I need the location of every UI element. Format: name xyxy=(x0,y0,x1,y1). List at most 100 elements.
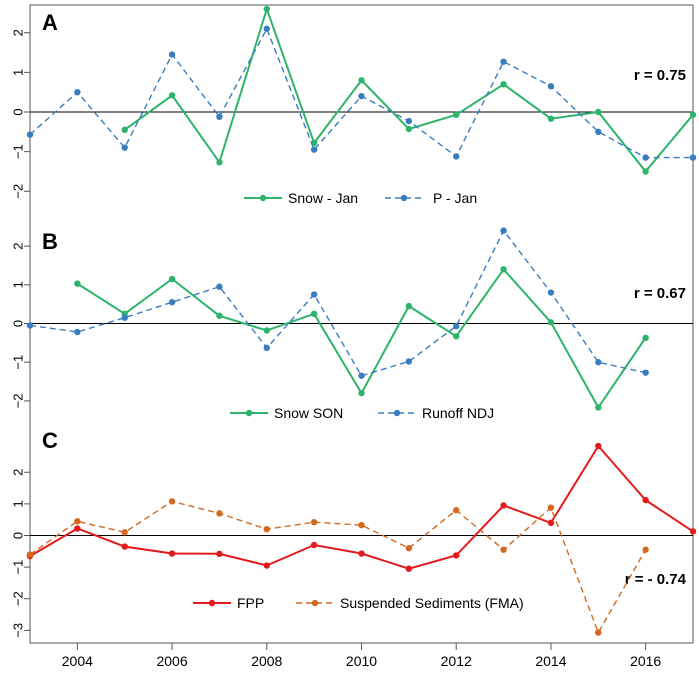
panel-a-point-p-jan xyxy=(358,92,365,100)
panel-b-point-snow-son xyxy=(310,310,318,318)
panel-b-legend: Snow SON Runoff NDJ xyxy=(230,405,494,421)
panel-a-correlation: r = 0.75 xyxy=(634,67,686,84)
panel-c-point-fpp xyxy=(642,496,649,504)
panel-b-y-tick-label: −1 xyxy=(11,355,26,370)
panel-c-point-fpp xyxy=(547,519,555,527)
panel-c-y-tick-label: 2 xyxy=(11,469,26,476)
x-tick-label: 2004 xyxy=(62,653,93,669)
x-axis: 2004 2006 2008 2010 2012 2014 2016 xyxy=(62,643,661,669)
panel-a-point-p-jan xyxy=(453,153,460,160)
panel-c-point-suspended-sediments-fma xyxy=(310,519,318,526)
panel-a-point-p-jan xyxy=(216,113,223,120)
panel-a-point-p-jan xyxy=(74,88,81,96)
panel-a-legend-label-p-jan: P - Jan xyxy=(433,190,477,206)
panel-c-point-suspended-sediments-fma xyxy=(168,498,176,505)
panel-b: B r = 0.67 Snow SON Runoff NDJ −2 −1 0 1 2 xyxy=(11,227,693,421)
panel-a-point-snow-jan xyxy=(263,5,270,13)
panel-c-y-tick-label: −1 xyxy=(11,560,26,575)
panel-c-point-suspended-sediments-fma xyxy=(453,507,460,514)
panel-c-y-tick-label: 1 xyxy=(11,500,26,507)
panel-b-legend-label-runoff-ndj: Runoff NDJ xyxy=(422,405,494,421)
panel-a-point-snow-jan xyxy=(121,126,128,134)
panel-c-point-fpp xyxy=(358,550,365,557)
panel-b-point-runoff-ndj xyxy=(121,314,128,321)
panel-a-point-snow-jan xyxy=(547,115,555,122)
panel-a-point-p-jan xyxy=(263,25,270,32)
panel-a-point-p-jan xyxy=(310,146,318,153)
panel-b-series-runoff-ndj xyxy=(29,229,646,377)
panel-c-point-fpp xyxy=(216,550,223,558)
panel-c-point-suspended-sediments-fma xyxy=(263,525,270,533)
panel-a-point-p-jan xyxy=(121,144,128,151)
panel-c-point-fpp xyxy=(121,543,128,550)
panel-a-y-tick-label: −2 xyxy=(11,184,26,199)
panel-c-correlation: r = - 0.74 xyxy=(625,571,687,588)
x-tick-label: 2008 xyxy=(251,653,282,669)
panel-b-point-runoff-ndj xyxy=(358,372,365,379)
panel-c-point-suspended-sediments-fma xyxy=(595,629,602,636)
panel-b-legend-marker-snow-son xyxy=(245,409,253,417)
panel-c-point-suspended-sediments-fma xyxy=(642,546,649,553)
panel-c-point-fpp xyxy=(595,442,602,450)
panel-b-point-runoff-ndj xyxy=(310,291,318,298)
panel-a-legend-label-snow-jan: Snow - Jan xyxy=(288,190,358,206)
panel-b-point-runoff-ndj xyxy=(642,369,649,376)
panel-a-y-tick-label: 1 xyxy=(11,69,26,76)
x-tick-label: 2012 xyxy=(441,653,472,669)
panel-a-point-snow-jan xyxy=(689,111,697,118)
panel-c-point-suspended-sediments-fma xyxy=(547,504,555,511)
x-tick-label: 2014 xyxy=(535,653,566,669)
panel-a-label: A xyxy=(42,10,58,35)
panel-b-point-runoff-ndj xyxy=(405,358,413,365)
panel-b-point-runoff-ndj xyxy=(168,299,176,306)
panel-a-point-p-jan xyxy=(595,128,602,136)
panel-c-point-fpp xyxy=(263,562,270,569)
panel-b-y-tick-label: 1 xyxy=(11,281,26,288)
x-tick-label: 2006 xyxy=(156,653,187,669)
panel-b-point-snow-son xyxy=(168,275,176,283)
panel-a-point-p-jan xyxy=(689,154,697,161)
panel-a-legend: Snow - Jan P - Jan xyxy=(244,190,477,206)
panel-a-y-tick-label: −1 xyxy=(11,144,26,159)
panel-b-y-tick-label: 0 xyxy=(11,320,26,327)
panel-c-legend-marker-suspended-sediments xyxy=(311,599,319,607)
panel-c-point-suspended-sediments-fma xyxy=(500,546,507,553)
panel-b-point-snow-son xyxy=(500,266,507,273)
panel-c-point-fpp xyxy=(405,565,413,572)
panel-a: A r = 0.75 Snow - Jan P - Jan −2 −1 0 1 2 xyxy=(11,5,697,206)
panel-c-point-suspended-sediments-fma xyxy=(26,551,34,558)
panel-a-point-snow-jan xyxy=(358,77,365,84)
panel-b-point-snow-son xyxy=(453,333,460,340)
panel-b-point-snow-son xyxy=(595,404,602,411)
panel-a-point-p-jan xyxy=(26,131,34,138)
panel-b-y-tick-label: −2 xyxy=(11,393,26,408)
panel-b-y-tick-label: 2 xyxy=(11,242,26,249)
panel-c-label: C xyxy=(42,428,58,453)
panel-b-point-runoff-ndj xyxy=(216,283,223,290)
panel-c-legend: FPP Suspended Sediments (FMA) xyxy=(193,595,524,611)
panel-c-point-fpp xyxy=(453,552,460,559)
panel-c-point-suspended-sediments-fma xyxy=(405,544,413,552)
panel-c-point-fpp xyxy=(689,528,697,535)
panel-b-point-snow-son xyxy=(216,312,223,319)
panel-a-legend-marker-p-jan xyxy=(400,194,408,202)
panel-c-y-tick-label: −2 xyxy=(11,591,26,606)
panel-c-point-suspended-sediments-fma xyxy=(121,529,128,536)
panel-b-point-runoff-ndj xyxy=(74,328,81,336)
panel-b-point-runoff-ndj xyxy=(547,289,555,296)
panel-c-point-fpp xyxy=(310,541,318,549)
panel-b-point-snow-son xyxy=(547,319,555,326)
panel-c-legend-marker-fpp xyxy=(208,599,216,607)
panel-b-correlation: r = 0.67 xyxy=(634,285,686,302)
panel-a-point-p-jan xyxy=(168,51,176,58)
panel-b-point-snow-son xyxy=(263,327,270,334)
panel-b-point-runoff-ndj xyxy=(263,344,270,352)
panel-a-point-p-jan xyxy=(500,58,507,65)
panel-a-legend-marker-snow-jan xyxy=(259,194,267,202)
panel-c-legend-label-suspended-sediments: Suspended Sediments (FMA) xyxy=(340,595,524,611)
panel-c-point-fpp xyxy=(500,502,507,509)
panel-c-point-fpp xyxy=(168,550,176,557)
panel-b-point-runoff-ndj xyxy=(500,227,507,234)
